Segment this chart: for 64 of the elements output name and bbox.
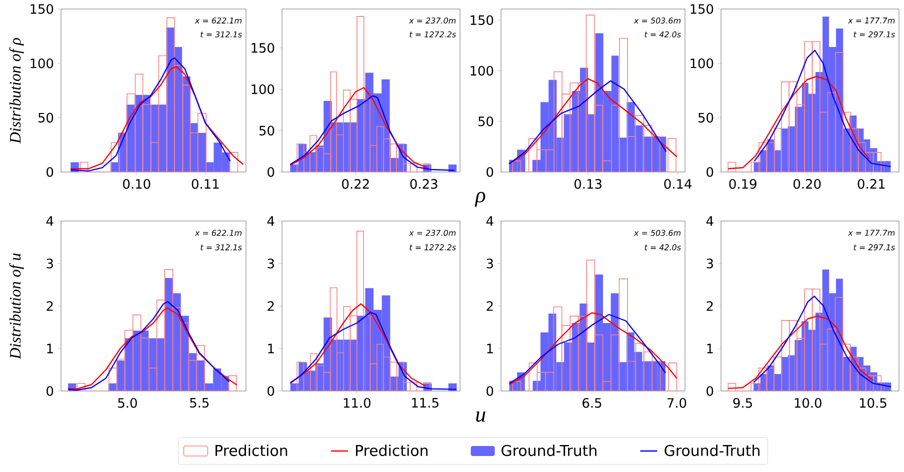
y-tick-label: 2 [46, 301, 53, 311]
legend-label: Ground-Truth [664, 444, 760, 456]
y-tick-label: 100 [690, 58, 714, 68]
x-tick-label: 11.5 [412, 398, 438, 408]
legend-label: Ground-Truth [502, 444, 596, 456]
legend-label: Prediction [216, 444, 288, 456]
x-tick-label: 7.0 [667, 398, 686, 408]
y-axis-title: Distribution of u [9, 253, 24, 360]
y-tick-label: 4 [267, 216, 274, 226]
y-tick-label: 0 [268, 386, 274, 396]
legend-label: Prediction [356, 444, 428, 456]
line-series [290, 312, 458, 390]
x-tick-label: 6.5 [582, 398, 602, 408]
y-tick-label: 50 [478, 116, 494, 126]
y-tick-label: 3 [706, 258, 713, 268]
y-tick-label: 0 [486, 386, 494, 396]
y-tick-label: 1 [707, 344, 713, 354]
y-tick-label: 150 [690, 4, 714, 14]
y-tick-label: 1 [487, 344, 493, 354]
x-tick-label: 0.21 [858, 179, 885, 189]
x-tick-label: 5.5 [190, 398, 209, 408]
x-axis-title: ρ [474, 192, 486, 207]
y-tick-label: 100 [30, 58, 54, 68]
y-tick-label: 0 [268, 167, 274, 177]
y-tick-label: 4 [46, 216, 54, 226]
y-tick-label: 50 [698, 112, 714, 123]
y-tick-label: 0 [486, 167, 494, 177]
y-tick-label: 100 [470, 66, 494, 76]
y-tick-label: 150 [470, 15, 494, 26]
y-tick-label: 2 [268, 301, 274, 311]
y-tick-label: 0 [46, 386, 54, 396]
x-tick-label: 0.10 [123, 179, 150, 189]
line-series [290, 95, 456, 171]
y-tick-label: 1 [268, 344, 274, 354]
y-axis-title: Distribution of ρ [9, 38, 24, 144]
y-tick-label: 2 [706, 301, 713, 311]
y-tick-label: 150 [252, 42, 274, 53]
y-tick-label: 4 [706, 216, 714, 226]
y-tick-label: 100 [252, 84, 274, 94]
x-axis-title: u [476, 412, 486, 422]
x-tick-label: 0.11 [192, 179, 219, 189]
x-tick-label: 5.0 [118, 398, 137, 408]
x-tick-label: 10.5 [860, 398, 886, 408]
x-tick-label: 10.0 [794, 398, 822, 408]
x-tick-label: 0.19 [729, 179, 756, 189]
y-tick-label: 50 [260, 126, 274, 136]
y-tick-label: 50 [38, 112, 54, 123]
y-tick-label: 3 [46, 258, 53, 268]
y-tick-label: 2 [486, 301, 493, 311]
y-tick-label: 0 [706, 167, 714, 177]
y-tick-label: 150 [30, 4, 54, 14]
y-tick-label: 4 [486, 216, 494, 226]
y-tick-label: 1 [47, 344, 53, 354]
x-tick-label: 9.5 [733, 398, 752, 408]
y-tick-label: 3 [268, 258, 274, 268]
x-tick-label: 0.22 [342, 179, 369, 189]
y-tick-label: 0 [706, 386, 714, 396]
y-tick-label: 0 [46, 167, 54, 177]
x-tick-label: 0.13 [574, 179, 602, 189]
x-tick-label: 0.23 [410, 179, 438, 189]
x-tick-label: 11.0 [344, 398, 370, 408]
x-tick-label: 0.20 [794, 179, 821, 189]
y-tick-label: 3 [486, 258, 493, 268]
x-tick-label: 0.14 [664, 179, 692, 189]
